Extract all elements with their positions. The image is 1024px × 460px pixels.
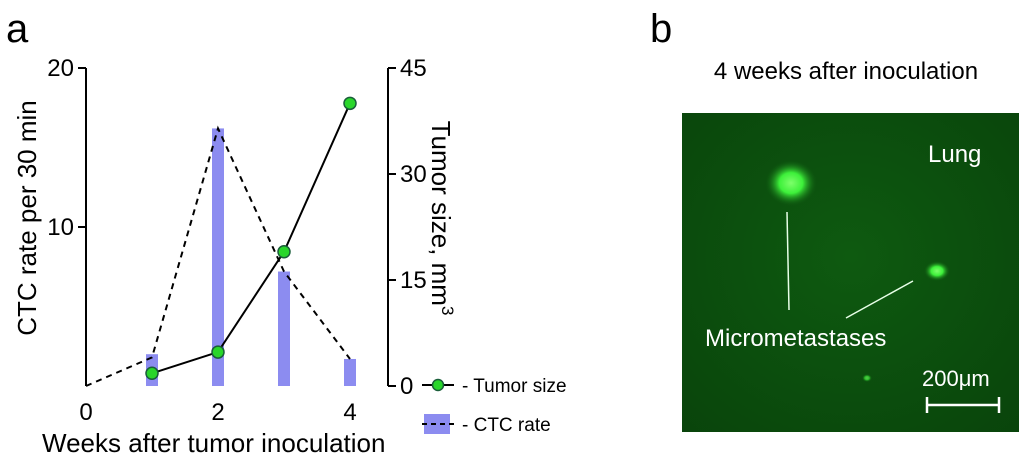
- tumor-size-point: [343, 96, 357, 111]
- left-y-axis-label: CTC rate per 30 min: [12, 100, 42, 336]
- tumor-size-point: [277, 244, 291, 259]
- metastasis-spot-tiny: [862, 374, 872, 382]
- tick-labels: 10 20 0 15 30 45 0 2 4: [47, 55, 426, 426]
- right-y-tick-label: 30: [400, 161, 427, 188]
- right-y-tick-label: 15: [400, 267, 427, 294]
- ctc-bar: [212, 128, 224, 387]
- panel-a-letter: a: [6, 7, 29, 51]
- right-y-axis-label-superscript: 3: [438, 306, 457, 315]
- legend-tumor-marker: [431, 378, 445, 392]
- scale-bar: [925, 397, 1001, 413]
- ctc-bar: [278, 271, 290, 386]
- micrometastases-label: Micrometastases: [705, 325, 886, 352]
- legend: - Tumor size - CTC rate: [422, 376, 567, 436]
- x-tick-label: 2: [211, 399, 224, 426]
- ctc-rate-line: [85, 125, 351, 387]
- right-y-axis-label: Tumor size, mm3: [426, 121, 457, 316]
- metastasis-spot-large: [765, 160, 817, 206]
- pointer-line-1: [786, 211, 790, 311]
- tumor-size-point: [145, 366, 159, 381]
- panel-b-letter: b: [650, 7, 672, 51]
- scale-bar-unit: μm: [959, 366, 990, 391]
- scale-bar-label: 200μm: [922, 366, 990, 391]
- tumor-size-point: [211, 345, 225, 359]
- right-y-axis-label-text: Tumor size, mm: [426, 121, 456, 306]
- chart-axes: [85, 68, 389, 386]
- right-y-tick-label: 45: [400, 55, 427, 82]
- x-tick-label: 4: [343, 399, 356, 426]
- organ-label: Lung: [928, 141, 981, 168]
- legend-tumor-label: - Tumor size: [462, 376, 567, 397]
- x-axis-label: Weeks after tumor inoculation: [42, 428, 385, 458]
- left-y-tick-label: 10: [47, 214, 74, 241]
- chart-lines: [85, 102, 351, 387]
- metastasis-spot-small: [924, 261, 950, 281]
- pointer-line-2: [845, 280, 914, 319]
- x-tick-label: 0: [79, 399, 92, 426]
- scale-bar-value: 200: [922, 366, 959, 391]
- legend-ctc-label: - CTC rate: [462, 415, 551, 436]
- tumor-markers: [145, 96, 357, 381]
- right-y-tick-label: 0: [400, 373, 413, 400]
- legend-ctc-bar: [424, 414, 450, 434]
- tumor-size-line: [151, 102, 351, 375]
- ctc-bar: [344, 358, 356, 386]
- tick-marks: [78, 67, 396, 387]
- micrograph-title: 4 weeks after inoculation: [714, 58, 978, 85]
- ctc-bars: [146, 128, 356, 387]
- micrograph: Lung Micrometastases 200μm: [682, 113, 1019, 432]
- micrograph-background: [682, 113, 1019, 432]
- left-y-tick-label: 20: [47, 55, 74, 82]
